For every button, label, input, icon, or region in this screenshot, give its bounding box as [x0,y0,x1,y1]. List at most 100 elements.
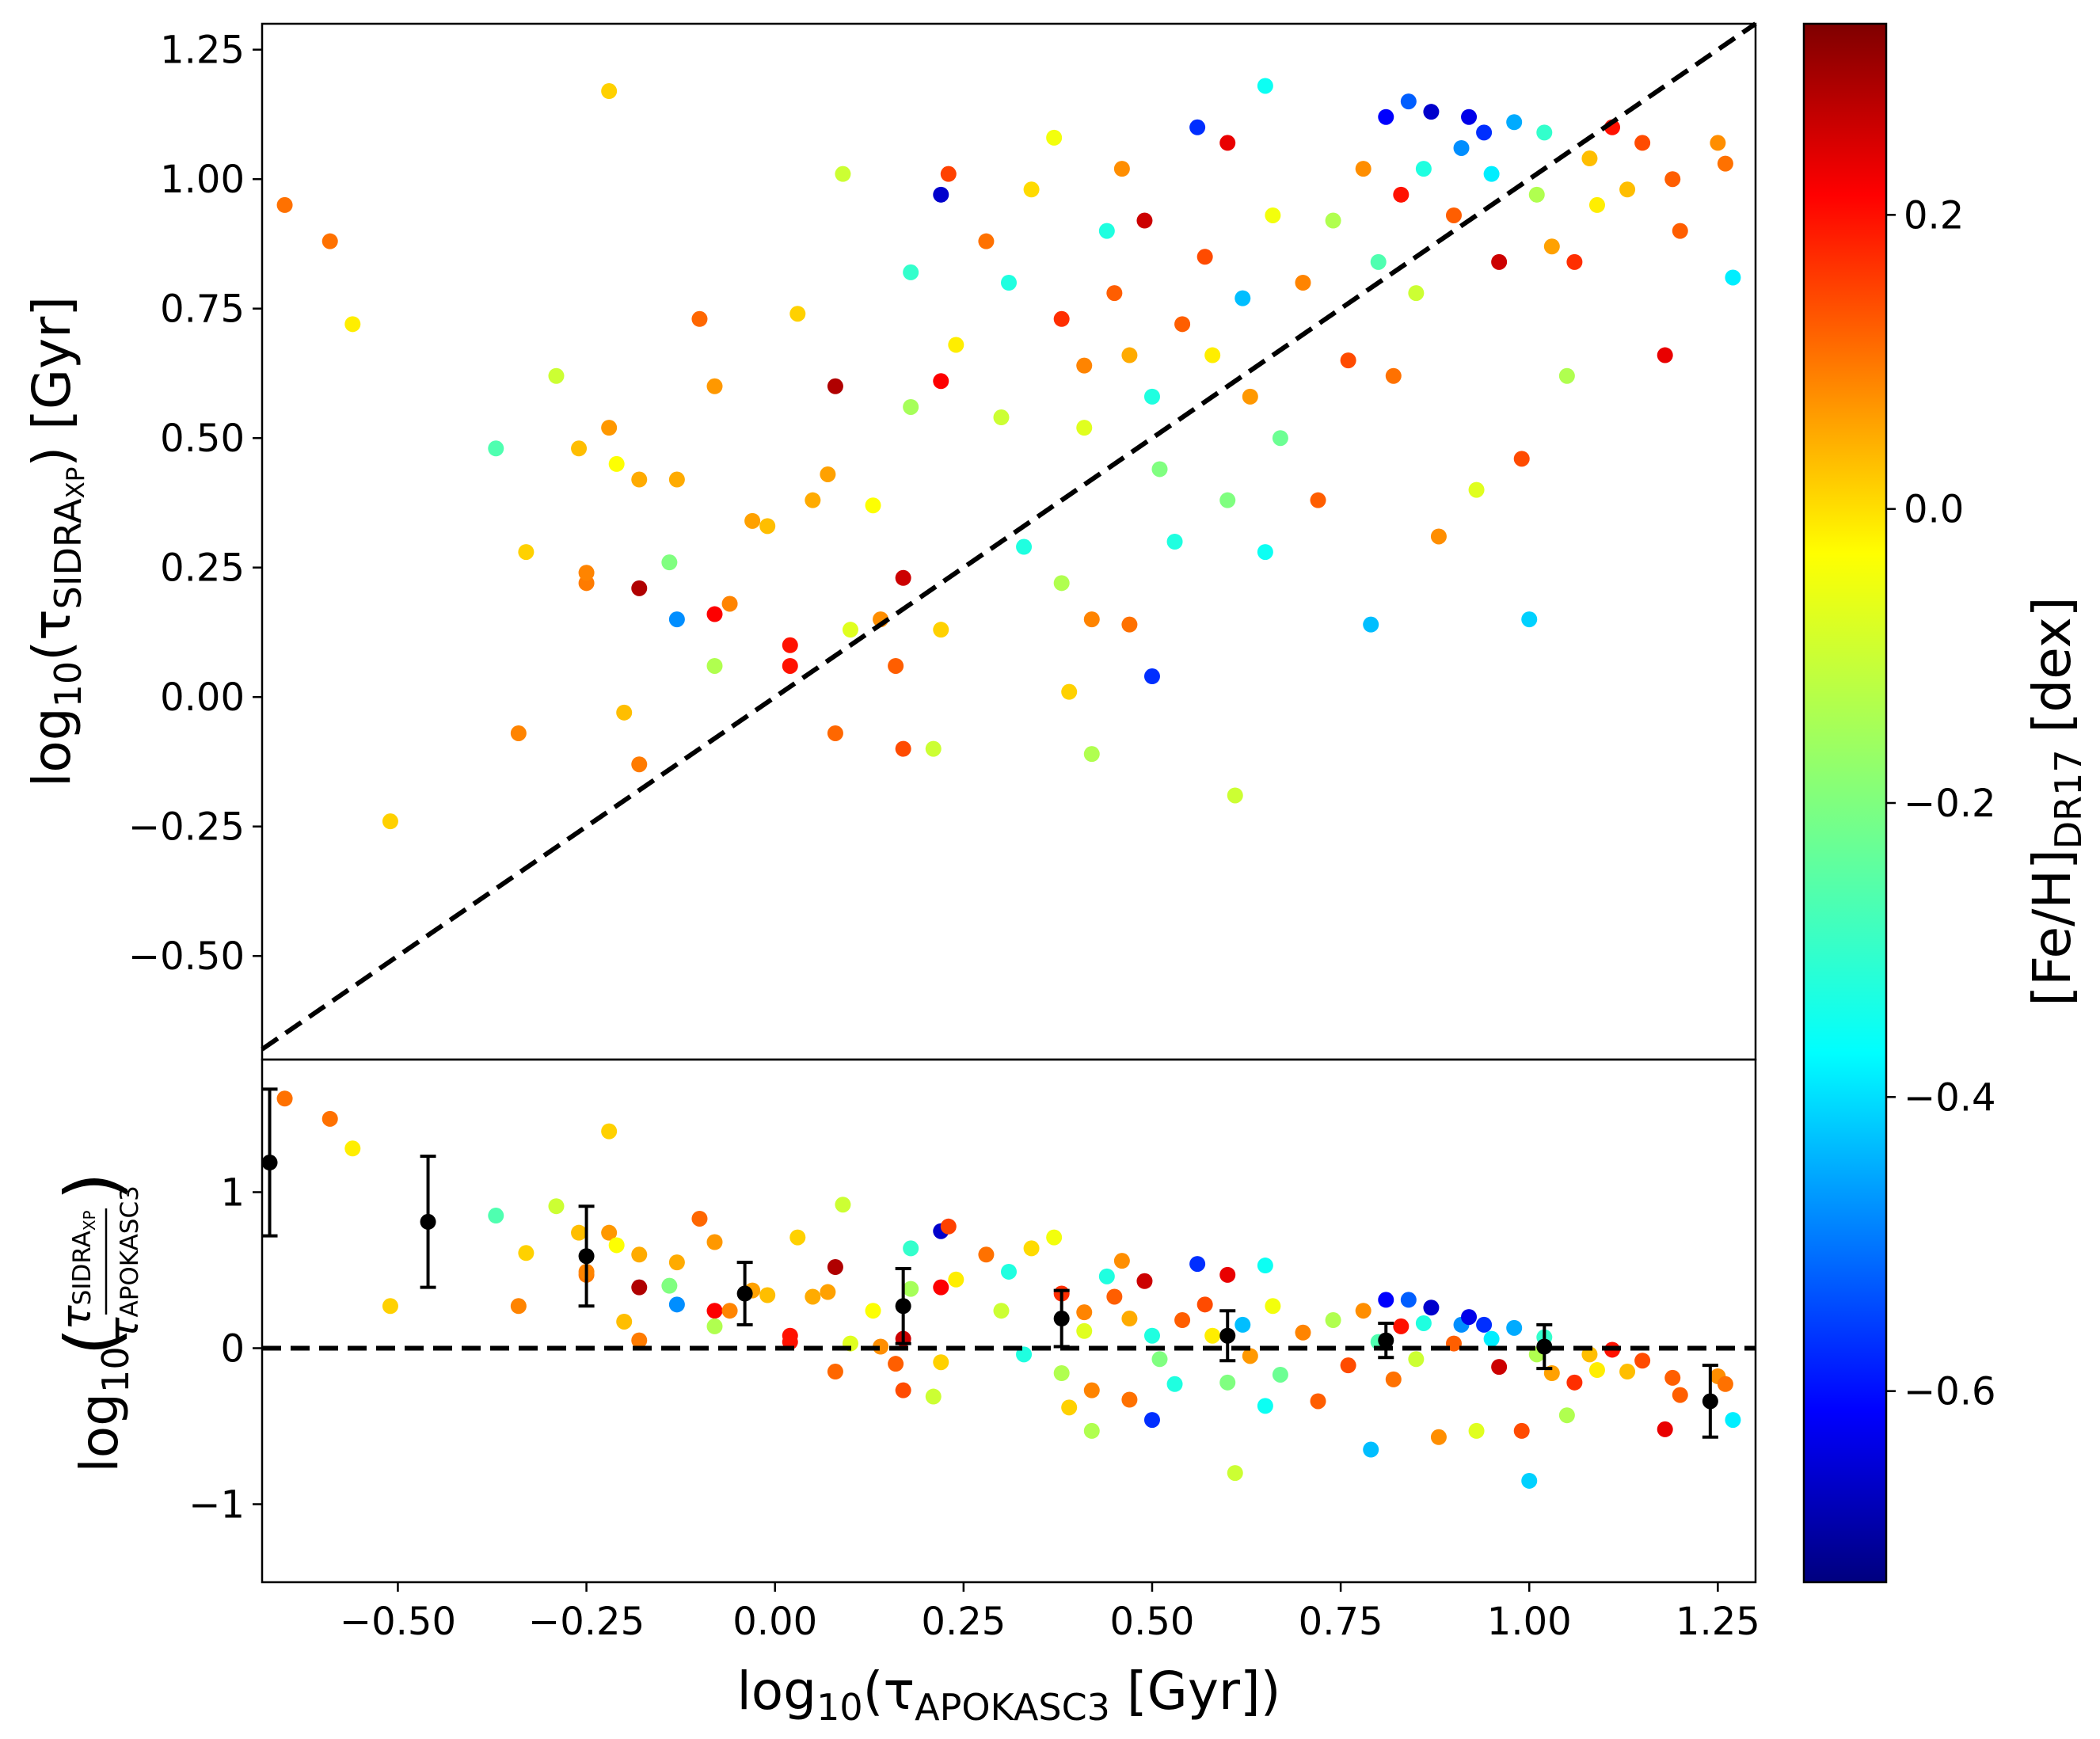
top-data-point [842,622,858,638]
residual-data-point [668,1254,685,1271]
top-scatter-panel: −0.50 −0.25 0.00 0.25 0.50 0.75 1.00 1.25 [128,21,1757,1061]
residual-data-point [1430,1429,1447,1445]
residual-data-point [1513,1422,1530,1439]
top-data-point [1619,181,1636,198]
top-data-point [1151,461,1168,478]
top-data-point [835,166,851,182]
residual-data-point [1083,1382,1100,1398]
residual-data-point [1189,1256,1206,1273]
top-data-point [518,544,535,561]
residual-data-point [1196,1296,1213,1313]
median-point [895,1298,911,1315]
top-data-point [1325,212,1341,229]
residual-data-point [631,1279,648,1296]
residual-data-point [827,1364,843,1380]
top-data-point [1204,347,1221,363]
colorbar-ticks: 0.2 0.0 −0.2 −0.4 −0.6 [1886,193,1996,1414]
top-data-point [993,409,1010,426]
median-point [1378,1332,1394,1349]
top-y-axis-ticks: −0.50 −0.25 0.00 0.25 0.50 0.75 1.00 1.25 [128,29,262,979]
top-data-point [1166,534,1183,550]
residual-data-point [1121,1311,1138,1327]
residual-data-point [1476,1316,1493,1333]
residual-data-point [1083,1422,1100,1439]
top-data-point [578,565,595,581]
median-point [1702,1393,1718,1410]
top-data-point [721,596,738,612]
bottom-y-axis-label: log10 ( τSIDRAXP τAPOKASC3 ) [50,1172,148,1473]
top-data-point [827,725,843,741]
binned-median-errorbars [261,1087,1718,1439]
x-tick-label: 0.75 [1299,1600,1383,1644]
residual-data-point [1717,1376,1733,1392]
residual-data-point [789,1229,806,1246]
svg-text:τAPOKASC3: τAPOKASC3 [101,1185,148,1342]
residual-data-point [706,1303,723,1319]
y-tick-label: 0.50 [160,417,245,461]
residual-data-point [1672,1387,1688,1403]
top-data-point [1588,196,1605,213]
x-tick-label: 1.25 [1676,1600,1760,1644]
y-tick-label: 1.25 [160,29,245,73]
top-data-point [276,196,293,213]
residual-data-point [1166,1376,1183,1392]
median-point [1536,1338,1553,1355]
residual-data-point [1143,1412,1160,1429]
top-data-point [1076,357,1093,374]
top-data-point [1415,161,1432,177]
top-data-point [1189,119,1206,135]
residual-data-point [1310,1393,1326,1410]
residual-data-point [1385,1371,1402,1387]
top-data-point [706,657,723,674]
top-data-point [1235,290,1251,306]
residual-data-point [344,1140,361,1157]
residual-data-point [903,1240,919,1257]
colorbar-tick-label: −0.2 [1904,782,1996,826]
top-data-point [1483,166,1500,182]
residual-data-point [321,1110,338,1127]
top-data-point [782,657,798,674]
top-data-point [571,440,588,457]
residual-data-point [1272,1366,1288,1383]
residual-data-point [661,1277,678,1294]
residual-data-point [925,1388,942,1405]
residual-data-point [1265,1298,1281,1315]
colorbar-tick-label: −0.6 [1904,1370,1996,1414]
top-data-point [1083,746,1100,763]
residual-data-point [1257,1398,1273,1414]
top-data-point [1453,139,1470,156]
residual-data-point [1061,1399,1078,1416]
top-data-point [1053,310,1070,327]
top-data-point [631,471,648,488]
residual-data-point [865,1303,881,1319]
svg-text:τSIDRAXP: τSIDRAXP [53,1210,101,1330]
colorbar-label: [Fe/H]DR17 [dex] [2022,596,2090,1006]
top-data-point [1098,223,1115,239]
top-data-point [1528,186,1545,203]
y-tick-label: 1 [220,1170,245,1215]
top-data-point [827,378,843,394]
median-point [1053,1311,1070,1327]
residual-data-point [1468,1422,1485,1439]
top-data-point [1257,78,1273,94]
colorbar: 0.2 0.0 −0.2 −0.4 −0.6 [1802,22,1996,1584]
top-data-point [933,622,949,638]
top-data-point [488,440,504,457]
colorbar-tick-label: 0.0 [1904,488,1964,532]
residual-data-point [873,1338,889,1355]
y-tick-label: 0.25 [160,546,245,591]
residual-data-point [1151,1351,1168,1368]
top-data-point [1355,161,1371,177]
top-data-point [1468,481,1485,498]
top-data-point [668,611,685,628]
top-data-point [1558,367,1575,384]
residual-data-point [1408,1351,1425,1368]
top-data-point [1566,253,1583,270]
residual-data-point [1634,1353,1651,1369]
x-tick-label: 0.25 [921,1600,1006,1644]
residual-data-point [978,1246,995,1263]
top-data-point [1257,544,1273,561]
top-plot-frame [261,22,1757,1061]
top-data-point [608,455,625,472]
